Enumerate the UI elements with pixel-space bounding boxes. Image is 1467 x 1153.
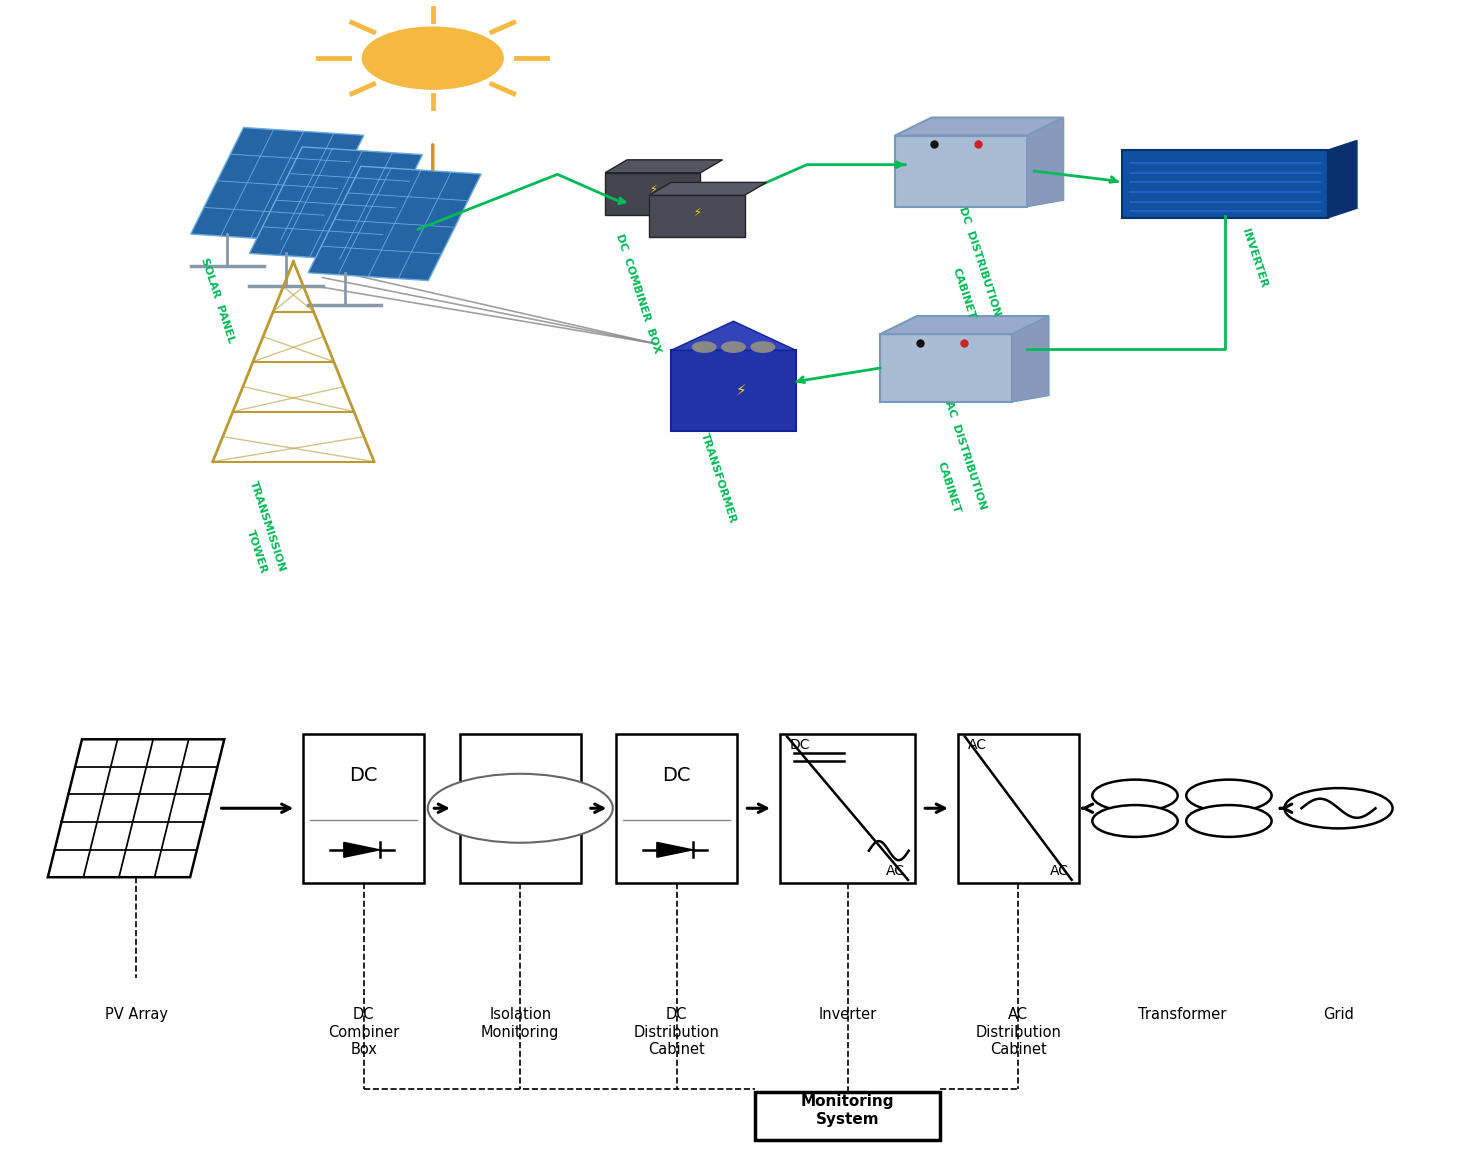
Polygon shape	[657, 843, 692, 858]
Text: Isolation
Monitoring: Isolation Monitoring	[481, 1008, 559, 1040]
Bar	[304, 734, 424, 882]
Polygon shape	[308, 166, 481, 280]
Text: DC
Combiner
Box: DC Combiner Box	[329, 1008, 399, 1057]
Text: AC: AC	[1050, 865, 1069, 879]
Text: TOWER: TOWER	[245, 529, 268, 575]
Text: ⚡: ⚡	[735, 383, 747, 398]
Bar	[650, 195, 745, 238]
Bar	[880, 334, 1012, 402]
Circle shape	[1093, 805, 1178, 837]
Bar	[756, 1092, 940, 1139]
Bar	[958, 734, 1078, 882]
Text: ⚡: ⚡	[692, 208, 701, 218]
Polygon shape	[343, 843, 380, 858]
Text: CABINET: CABINET	[936, 460, 962, 514]
Text: Monitoring
System: Monitoring System	[801, 1094, 895, 1126]
Polygon shape	[650, 182, 767, 195]
Text: AC: AC	[968, 738, 987, 752]
Circle shape	[751, 342, 775, 352]
Text: TRANSMISSION: TRANSMISSION	[248, 480, 286, 573]
Text: SOLAR  PANEL: SOLAR PANEL	[198, 256, 236, 344]
Bar	[895, 136, 1027, 206]
Bar	[672, 351, 795, 431]
Bar	[616, 734, 738, 882]
Polygon shape	[48, 739, 224, 877]
Polygon shape	[191, 128, 364, 242]
Text: PV Array: PV Array	[104, 1008, 167, 1023]
Circle shape	[692, 342, 716, 352]
Bar	[604, 173, 701, 214]
Text: AC: AC	[886, 865, 905, 879]
Polygon shape	[880, 316, 1049, 334]
Text: Grid: Grid	[1323, 1008, 1354, 1023]
Polygon shape	[1328, 141, 1357, 218]
Circle shape	[1187, 805, 1272, 837]
Circle shape	[1093, 779, 1178, 812]
Polygon shape	[1027, 118, 1064, 206]
Circle shape	[362, 28, 503, 89]
Polygon shape	[672, 322, 795, 351]
Polygon shape	[895, 118, 1064, 136]
Circle shape	[722, 342, 745, 352]
Bar	[1122, 150, 1328, 218]
Text: ⚡: ⚡	[648, 186, 657, 196]
Text: INVERTER: INVERTER	[1240, 227, 1269, 289]
Polygon shape	[249, 146, 422, 262]
Polygon shape	[604, 160, 723, 173]
Text: DC  COMBINER  BOX: DC COMBINER BOX	[615, 233, 662, 355]
Text: Inverter: Inverter	[819, 1008, 877, 1023]
Text: DC: DC	[789, 738, 810, 752]
Text: DC: DC	[663, 766, 691, 785]
Text: DC
Distribution
Cabinet: DC Distribution Cabinet	[634, 1008, 720, 1057]
Text: Transformer: Transformer	[1138, 1008, 1226, 1023]
Text: DC: DC	[349, 766, 378, 785]
Bar	[780, 734, 915, 882]
Text: AC
Distribution
Cabinet: AC Distribution Cabinet	[976, 1008, 1061, 1057]
Polygon shape	[1012, 316, 1049, 402]
Text: DC  DISTRIBUTION: DC DISTRIBUTION	[958, 205, 1002, 317]
Text: AC  DISTRIBUTION: AC DISTRIBUTION	[943, 400, 987, 511]
Text: CABINET: CABINET	[951, 266, 977, 321]
Bar	[459, 734, 581, 882]
Text: TRANSFORMER: TRANSFORMER	[700, 431, 738, 525]
Circle shape	[1187, 779, 1272, 812]
Circle shape	[1285, 789, 1392, 828]
Circle shape	[428, 774, 613, 843]
